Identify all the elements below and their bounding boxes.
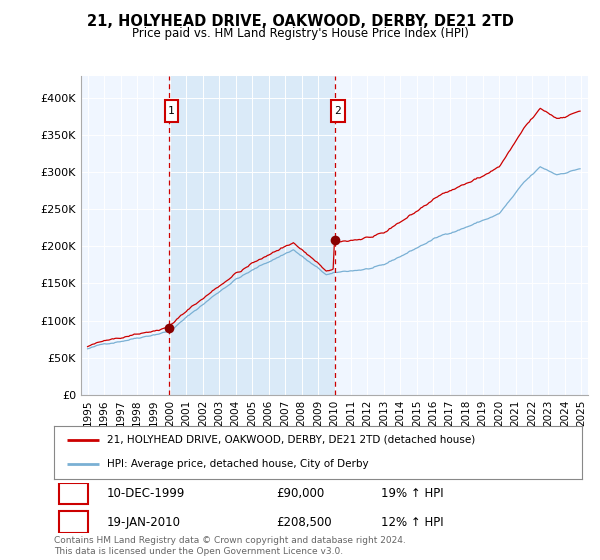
Text: 1: 1 <box>168 106 175 116</box>
Text: Contains HM Land Registry data © Crown copyright and database right 2024.
This d: Contains HM Land Registry data © Crown c… <box>54 536 406 556</box>
Text: HPI: Average price, detached house, City of Derby: HPI: Average price, detached house, City… <box>107 459 368 469</box>
Text: 19% ↑ HPI: 19% ↑ HPI <box>382 487 444 500</box>
Text: Price paid vs. HM Land Registry's House Price Index (HPI): Price paid vs. HM Land Registry's House … <box>131 27 469 40</box>
Bar <box>59 483 88 505</box>
Text: 2: 2 <box>70 517 77 527</box>
Bar <box>169 76 335 395</box>
Bar <box>59 511 88 533</box>
Bar <box>331 100 344 123</box>
Text: 19-JAN-2010: 19-JAN-2010 <box>107 516 181 529</box>
Text: 21, HOLYHEAD DRIVE, OAKWOOD, DERBY, DE21 2TD: 21, HOLYHEAD DRIVE, OAKWOOD, DERBY, DE21… <box>86 14 514 29</box>
Text: 21, HOLYHEAD DRIVE, OAKWOOD, DERBY, DE21 2TD (detached house): 21, HOLYHEAD DRIVE, OAKWOOD, DERBY, DE21… <box>107 435 475 445</box>
Text: £208,500: £208,500 <box>276 516 331 529</box>
Text: 12% ↑ HPI: 12% ↑ HPI <box>382 516 444 529</box>
Text: 10-DEC-1999: 10-DEC-1999 <box>107 487 185 500</box>
Bar <box>164 100 178 123</box>
Text: £90,000: £90,000 <box>276 487 324 500</box>
Text: 1: 1 <box>70 489 77 499</box>
Text: 2: 2 <box>335 106 341 116</box>
